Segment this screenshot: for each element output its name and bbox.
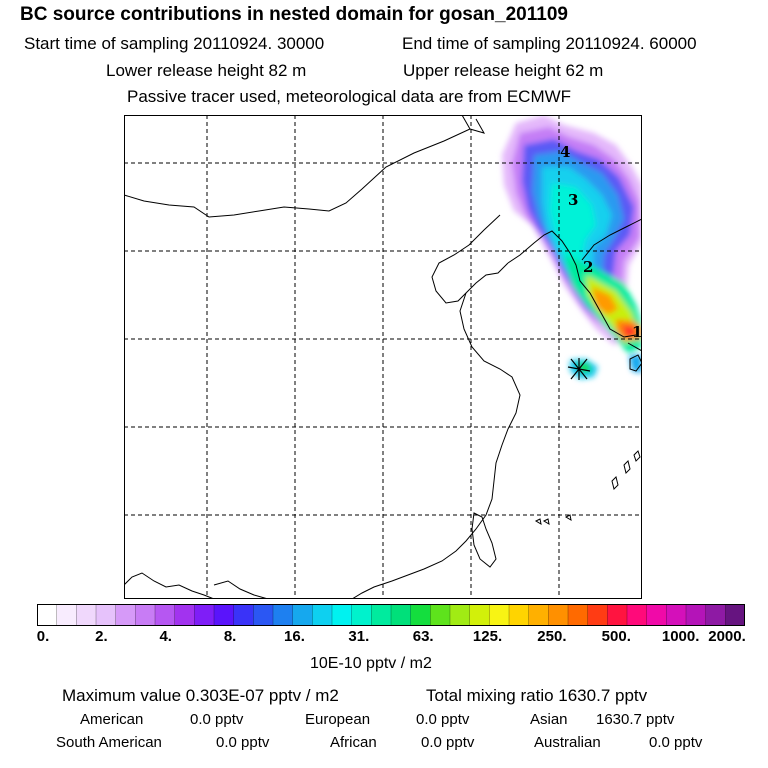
map-frame	[124, 115, 642, 599]
colorbar-swatch	[705, 604, 726, 626]
colorbar-swatch	[587, 604, 608, 626]
colorbar-swatch	[686, 604, 707, 626]
lat-lon-grid	[124, 115, 642, 599]
region-value-australian: 0.0 pptv	[649, 734, 703, 751]
colorbar-swatch	[410, 604, 431, 626]
colorbar-swatch	[646, 604, 667, 626]
region-name-african: African	[330, 734, 377, 751]
start-time-label: Start time of sampling 20110924. 30000	[24, 34, 325, 53]
colorbar-tick-label: 500.	[601, 628, 631, 645]
colorbar-swatch	[351, 604, 372, 626]
colorbar-swatch	[371, 604, 392, 626]
colorbar-swatch	[725, 604, 745, 626]
colorbar-tick-label: 16.	[284, 628, 305, 645]
colorbar-tick-label: 1000.	[661, 628, 700, 645]
colorbar-swatch	[627, 604, 648, 626]
colorbar-tick-label: 31.	[348, 628, 370, 645]
colorbar-swatch	[528, 604, 549, 626]
colorbar-swatch	[509, 604, 530, 626]
colorbar-swatch	[273, 604, 294, 626]
colorbar-swatch	[568, 604, 589, 626]
colorbar	[37, 604, 745, 626]
maximum-value-label: Maximum value 0.303E-07 pptv / m2	[62, 686, 339, 705]
colorbar-tick-label: 250.	[537, 628, 567, 645]
concentration-plume	[502, 115, 642, 379]
region-value-asian: 1630.7 pptv	[596, 711, 675, 728]
colorbar-swatch	[332, 604, 353, 626]
colorbar-swatch	[292, 604, 313, 626]
colorbar-swatch	[666, 604, 687, 626]
colorbar-tick-label: 0.	[36, 628, 50, 645]
trajectory-marker-2: 2	[583, 258, 593, 276]
end-time-label: End time of sampling 20110924. 60000	[402, 34, 697, 53]
region-name-australian: Australian	[534, 734, 601, 751]
lower-release-label: Lower release height 82 m	[106, 61, 307, 80]
trajectory-marker-4: 4	[560, 143, 570, 161]
colorbar-swatch	[253, 604, 274, 626]
region-name-asian: Asian	[530, 711, 568, 728]
upper-release-label: Upper release height 62 m	[403, 61, 604, 80]
receptor-star-icon	[567, 358, 591, 380]
coastlines	[124, 115, 642, 599]
region-name-south-american: South American	[56, 734, 162, 751]
colorbar-swatch	[115, 604, 136, 626]
region-name-american: American	[80, 711, 144, 728]
region-name-european: European	[305, 711, 371, 728]
colorbar-tick-label: 8.	[223, 628, 237, 645]
colorbar-swatch	[312, 604, 333, 626]
colorbar-swatch	[489, 604, 510, 626]
colorbar-tick-labels: 0. 2. 4. 8. 16. 31. 63. 125. 250. 500. 1000. 2000.	[0, 628, 768, 650]
trajectory-marker-1: 1	[632, 323, 642, 341]
colorbar-swatch	[194, 604, 215, 626]
colorbar-swatch	[214, 604, 235, 626]
tracer-info-label: Passive tracer used, meteorological data…	[127, 87, 572, 106]
map-svg: 4 3 2 1	[124, 115, 642, 599]
colorbar-border	[37, 604, 745, 626]
colorbar-tick-label: 63.	[412, 628, 434, 645]
region-value-american: 0.0 pptv	[190, 711, 244, 728]
colorbar-swatch	[233, 604, 254, 626]
colorbar-swatch	[607, 604, 628, 626]
colorbar-swatch	[548, 604, 569, 626]
colorbar-swatch	[37, 604, 58, 626]
colorbar-swatch	[469, 604, 490, 626]
colorbar-swatch	[135, 604, 156, 626]
colorbar-swatch	[76, 604, 97, 626]
colorbar-unit-label: 10E-10 pptv / m2	[310, 655, 432, 672]
region-value-european: 0.0 pptv	[416, 711, 470, 728]
plot-title: BC source contributions in nested domain…	[20, 4, 568, 25]
colorbar-tick-label: 2000.	[708, 628, 746, 645]
total-mixing-ratio-label: Total mixing ratio 1630.7 pptv	[426, 686, 648, 705]
colorbar-tick-label: 4.	[159, 628, 172, 645]
colorbar-swatch	[56, 604, 77, 626]
colorbar-tick-label: 125.	[472, 628, 503, 645]
colorbar-swatch	[430, 604, 451, 626]
region-value-south-american: 0.0 pptv	[216, 734, 270, 751]
colorbar-swatch	[96, 604, 117, 626]
colorbar-swatch	[450, 604, 471, 626]
trajectory-marker-3: 3	[568, 191, 578, 209]
map-panel: 4 3 2 1	[124, 115, 642, 599]
colorbar-swatch	[174, 604, 195, 626]
colorbar-swatch	[155, 604, 176, 626]
colorbar-tick-label: 2.	[95, 628, 108, 645]
colorbar-swatch	[391, 604, 412, 626]
region-value-african: 0.0 pptv	[421, 734, 475, 751]
